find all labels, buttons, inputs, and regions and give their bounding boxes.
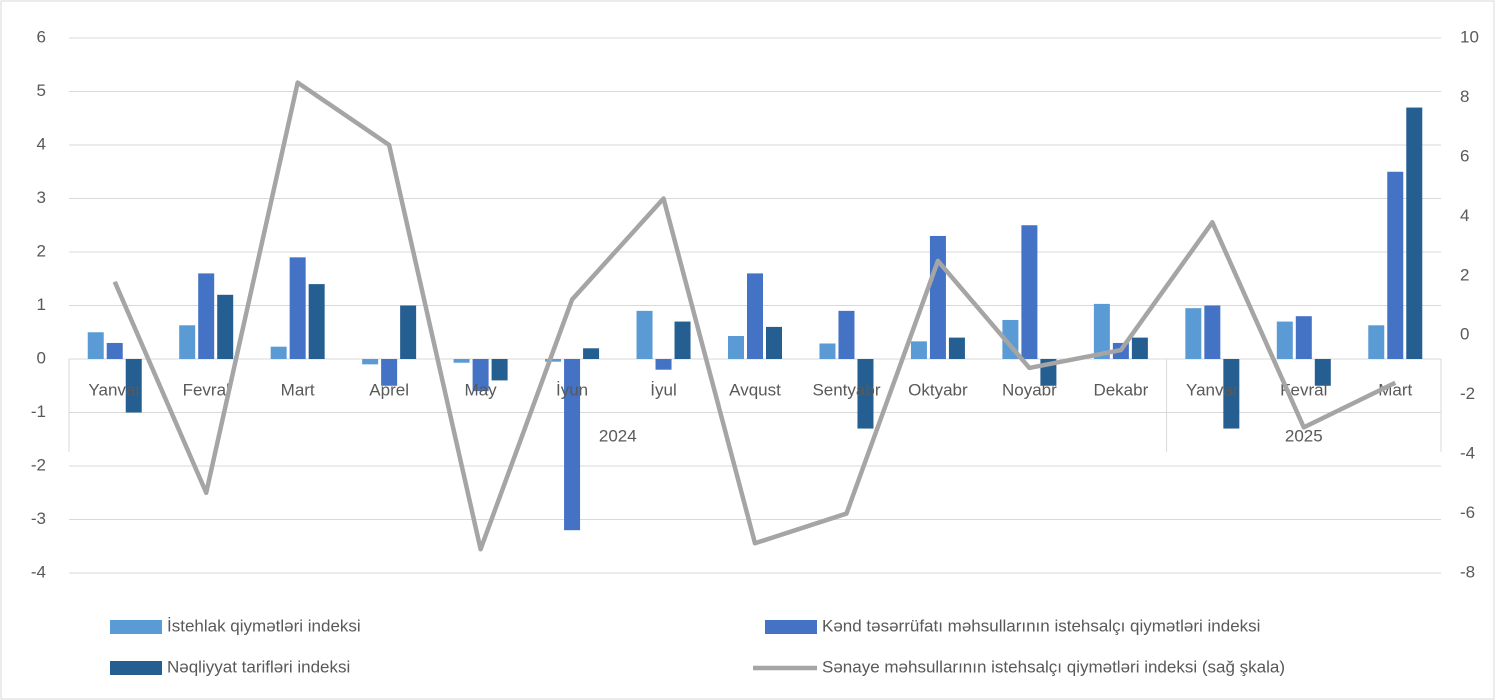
bar <box>453 359 470 363</box>
bar <box>1276 321 1293 359</box>
bar <box>87 332 104 359</box>
bar <box>1021 225 1038 359</box>
y2-tick-label: 0 <box>1460 325 1469 344</box>
y-tick-label: 5 <box>37 81 46 100</box>
bar <box>1093 303 1110 359</box>
bar <box>910 341 927 359</box>
y-tick-label: 0 <box>37 348 46 367</box>
bar <box>747 273 763 359</box>
bar <box>472 359 489 392</box>
x-tick-label: Oktyabr <box>908 380 968 399</box>
bar <box>583 348 600 359</box>
bar <box>1204 305 1221 359</box>
y2-tick-label: 4 <box>1460 206 1469 225</box>
y-tick-label: -1 <box>31 402 46 421</box>
y2-tick-label: -8 <box>1460 562 1475 581</box>
bar <box>819 343 836 359</box>
y-tick-label: -2 <box>31 455 46 474</box>
bar <box>1368 325 1385 359</box>
legend-label: Nəqliyyat tarifləri indeksi <box>167 657 350 676</box>
bar <box>491 359 508 381</box>
bar <box>1185 308 1202 359</box>
x-group-label: 2025 <box>1285 426 1323 445</box>
y-tick-label: -4 <box>31 562 46 581</box>
y2-tick-label: -2 <box>1460 384 1475 403</box>
bar <box>179 325 196 359</box>
bar <box>217 294 234 359</box>
bar <box>948 337 965 359</box>
bar <box>857 359 874 429</box>
legend-label: Sənaye məhsullarının istehsalçı qiymətlə… <box>822 657 1285 676</box>
bar <box>270 346 287 359</box>
bar <box>1406 107 1423 359</box>
y-tick-label: -3 <box>31 509 46 528</box>
bar <box>400 305 417 359</box>
y-tick-label: 2 <box>37 241 46 260</box>
y-tick-label: 6 <box>37 27 46 46</box>
x-tick-label: Yanvar <box>88 380 141 399</box>
bar <box>728 335 744 359</box>
y2-tick-label: 6 <box>1460 146 1469 165</box>
x-tick-label: May <box>465 380 498 399</box>
line-series <box>112 80 1397 552</box>
x-tick-label: Noyabr <box>1002 380 1057 399</box>
y-tick-label: 4 <box>37 134 46 153</box>
legend-swatch <box>110 620 162 634</box>
bar <box>125 359 142 413</box>
bar <box>1223 359 1240 429</box>
x-tick-label: İyun <box>556 380 588 399</box>
bar <box>636 310 653 359</box>
x-tick-label: Fevral <box>183 380 230 399</box>
bar <box>655 359 672 370</box>
x-tick-label: Avqust <box>729 380 781 399</box>
bar <box>929 235 946 359</box>
y2-tick-label: -6 <box>1460 503 1475 522</box>
y2-tick-label: 10 <box>1460 27 1479 46</box>
x-tick-label: Mart <box>281 380 315 399</box>
bar <box>1295 316 1312 359</box>
bar <box>564 359 581 531</box>
bar <box>308 284 325 359</box>
bar <box>1387 171 1404 359</box>
bar <box>362 359 379 365</box>
bar <box>1314 359 1331 386</box>
legend-label: Kənd təsərrüfatı məhsullarının istehsalç… <box>822 616 1260 635</box>
bar <box>198 273 215 359</box>
legend-swatch <box>110 661 162 675</box>
x-tick-label: İyul <box>650 380 676 399</box>
bar <box>1131 337 1148 359</box>
bar <box>838 310 855 359</box>
x-tick-label: Yanvar <box>1186 380 1239 399</box>
y-tick-label: 3 <box>37 188 46 207</box>
legend-swatch <box>765 620 817 634</box>
bar <box>381 359 398 386</box>
bar <box>289 257 306 359</box>
x-tick-label: Sentyabr <box>812 380 880 399</box>
legend-label: İstehlak qiymətləri indeksi <box>167 616 361 635</box>
x-tick-label: Aprel <box>369 380 409 399</box>
bar <box>766 326 782 359</box>
y2-tick-label: 2 <box>1460 265 1469 284</box>
bar <box>545 359 562 362</box>
bar <box>674 321 691 359</box>
x-tick-label: Dekabr <box>1093 380 1148 399</box>
x-tick-label: Fevral <box>1280 380 1327 399</box>
y2-tick-label: 8 <box>1460 87 1469 106</box>
x-group-label: 2024 <box>599 426 637 445</box>
y2-tick-label: -4 <box>1460 444 1475 463</box>
y-tick-label: 1 <box>37 295 46 314</box>
bar <box>106 342 123 359</box>
